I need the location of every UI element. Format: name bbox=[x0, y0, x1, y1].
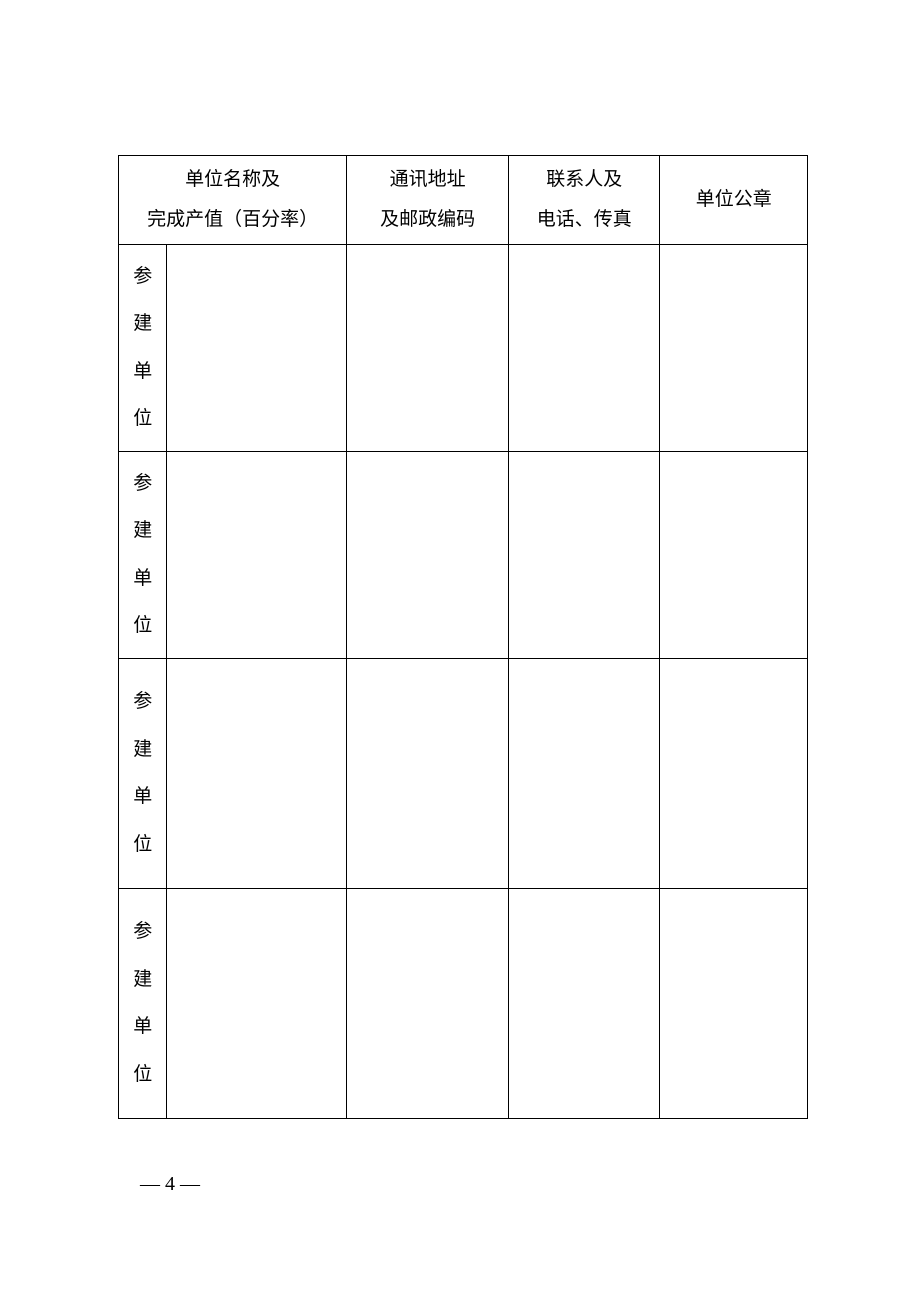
header-text-line2: 完成产值（百分率） bbox=[147, 209, 318, 230]
form-table: 单位名称及 完成产值（百分率） 通讯地址 及邮政编码 联系人及 电话、传真 单位… bbox=[118, 155, 808, 1119]
cell-seal bbox=[660, 451, 808, 658]
label-char: 位 bbox=[119, 1051, 166, 1099]
label-char: 单 bbox=[119, 1003, 166, 1051]
page-number: — 4 — bbox=[140, 1173, 200, 1196]
label-char: 位 bbox=[119, 395, 166, 443]
cell-address bbox=[347, 244, 509, 451]
header-cell-address: 通讯地址 及邮政编码 bbox=[347, 156, 509, 245]
label-char: 建 bbox=[119, 726, 166, 774]
header-cell-unit-name: 单位名称及 完成产值（百分率） bbox=[119, 156, 347, 245]
header-cell-seal: 单位公章 bbox=[660, 156, 808, 245]
cell-unit-name bbox=[167, 244, 347, 451]
label-char: 建 bbox=[119, 507, 166, 555]
header-text: 单位公章 bbox=[696, 189, 772, 210]
label-char: 建 bbox=[119, 300, 166, 348]
table-row: 参 建 单 位 bbox=[119, 451, 808, 658]
label-char: 单 bbox=[119, 348, 166, 396]
cell-seal bbox=[660, 658, 808, 888]
label-char: 参 bbox=[119, 460, 166, 508]
cell-seal bbox=[660, 244, 808, 451]
label-char: 参 bbox=[119, 908, 166, 956]
cell-unit-name bbox=[167, 888, 347, 1118]
label-char: 位 bbox=[119, 602, 166, 650]
header-cell-contact: 联系人及 电话、传真 bbox=[508, 156, 660, 245]
cell-contact bbox=[508, 658, 660, 888]
row-label: 参 建 单 位 bbox=[119, 244, 167, 451]
header-text-line2: 及邮政编码 bbox=[380, 209, 475, 230]
label-char: 参 bbox=[119, 678, 166, 726]
page-container: 单位名称及 完成产值（百分率） 通讯地址 及邮政编码 联系人及 电话、传真 单位… bbox=[0, 0, 920, 1119]
header-text-line1: 联系人及 bbox=[546, 169, 622, 190]
label-char: 单 bbox=[119, 555, 166, 603]
label-char: 单 bbox=[119, 773, 166, 821]
cell-address bbox=[347, 888, 509, 1118]
row-label: 参 建 单 位 bbox=[119, 451, 167, 658]
cell-address bbox=[347, 451, 509, 658]
header-text-line1: 单位名称及 bbox=[185, 169, 280, 190]
label-char: 位 bbox=[119, 821, 166, 869]
row-label: 参 建 单 位 bbox=[119, 658, 167, 888]
header-text-line1: 通讯地址 bbox=[390, 169, 466, 190]
cell-seal bbox=[660, 888, 808, 1118]
table-header-row: 单位名称及 完成产值（百分率） 通讯地址 及邮政编码 联系人及 电话、传真 单位… bbox=[119, 156, 808, 245]
row-label: 参 建 单 位 bbox=[119, 888, 167, 1118]
cell-contact bbox=[508, 888, 660, 1118]
header-text-line2: 电话、传真 bbox=[537, 209, 632, 230]
table-row: 参 建 单 位 bbox=[119, 244, 808, 451]
table-row: 参 建 单 位 bbox=[119, 658, 808, 888]
cell-address bbox=[347, 658, 509, 888]
label-char: 建 bbox=[119, 956, 166, 1004]
cell-contact bbox=[508, 244, 660, 451]
table-row: 参 建 单 位 bbox=[119, 888, 808, 1118]
label-char: 参 bbox=[119, 253, 166, 301]
cell-unit-name bbox=[167, 451, 347, 658]
cell-contact bbox=[508, 451, 660, 658]
cell-unit-name bbox=[167, 658, 347, 888]
